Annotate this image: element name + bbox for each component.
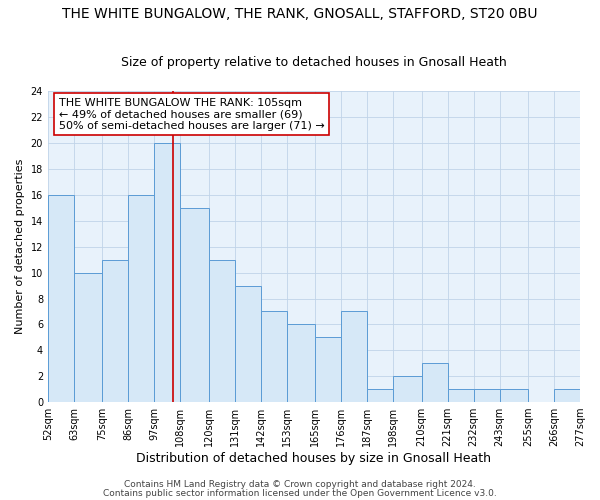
Bar (287, 324, 315, 402)
Bar (422, 364, 448, 402)
Bar (448, 389, 473, 402)
Bar (393, 376, 422, 402)
Bar (74, 272, 103, 402)
Title: Size of property relative to detached houses in Gnosall Heath: Size of property relative to detached ho… (121, 56, 507, 70)
Bar (48, 195, 74, 402)
Bar (103, 260, 128, 402)
Bar (261, 312, 287, 402)
Text: Contains HM Land Registry data © Crown copyright and database right 2024.: Contains HM Land Registry data © Crown c… (124, 480, 476, 489)
Bar (315, 338, 341, 402)
Bar (473, 389, 500, 402)
Bar (209, 260, 235, 402)
Text: THE WHITE BUNGALOW, THE RANK, GNOSALL, STAFFORD, ST20 0BU: THE WHITE BUNGALOW, THE RANK, GNOSALL, S… (62, 8, 538, 22)
Bar (500, 389, 528, 402)
Text: Contains public sector information licensed under the Open Government Licence v3: Contains public sector information licen… (103, 488, 497, 498)
Bar (367, 389, 393, 402)
Text: THE WHITE BUNGALOW THE RANK: 105sqm
← 49% of detached houses are smaller (69)
50: THE WHITE BUNGALOW THE RANK: 105sqm ← 49… (59, 98, 325, 131)
X-axis label: Distribution of detached houses by size in Gnosall Heath: Distribution of detached houses by size … (136, 452, 491, 465)
Bar (235, 286, 261, 402)
Bar (154, 144, 181, 402)
Y-axis label: Number of detached properties: Number of detached properties (15, 159, 25, 334)
Bar (554, 389, 580, 402)
Bar (181, 208, 209, 402)
Bar (128, 195, 154, 402)
Bar (341, 312, 367, 402)
